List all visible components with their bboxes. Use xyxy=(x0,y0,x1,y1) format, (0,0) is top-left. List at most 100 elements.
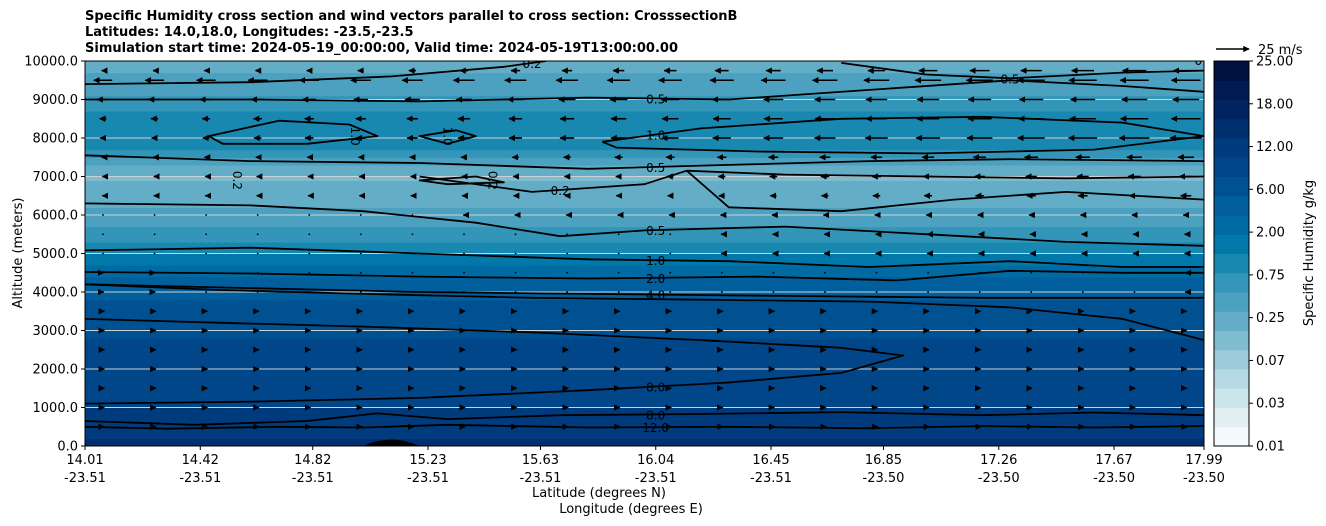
humidity-band xyxy=(85,272,1204,278)
humidity-band xyxy=(85,422,1204,428)
humidity-band xyxy=(85,318,1204,324)
contour-line xyxy=(841,62,1204,80)
wind-vector xyxy=(927,271,930,274)
terrain-peak xyxy=(363,439,420,446)
humidity-band xyxy=(85,338,1204,343)
wind-vector xyxy=(566,233,569,236)
wind-vector xyxy=(205,214,208,216)
humidity-band xyxy=(85,334,1204,339)
colorbar-band xyxy=(1214,157,1249,177)
contour-label: 1.0 xyxy=(646,254,665,268)
y-tick-label: 9000.0 xyxy=(33,93,79,108)
humidity-band xyxy=(85,103,1204,108)
title-line-2: Latitudes: 14.0,18.0, Longitudes: -23.5,… xyxy=(85,25,414,40)
humidity-band xyxy=(85,353,1204,359)
humidity-band xyxy=(85,361,1204,366)
humidity-band xyxy=(85,84,1204,89)
colorbar-band xyxy=(1214,426,1249,447)
humidity-band xyxy=(85,230,1204,235)
wind-vector xyxy=(153,252,156,255)
wind-vector xyxy=(514,291,517,293)
svg-text:8.0: 8.0 xyxy=(646,381,665,395)
wind-vector xyxy=(772,291,775,293)
wind-vector xyxy=(205,252,208,255)
humidity-band xyxy=(85,430,1204,436)
wind-vector xyxy=(256,252,259,255)
colorbar-label: Specific Humidity g/kg xyxy=(1302,180,1317,326)
colorbar-band xyxy=(1214,195,1249,216)
wind-vector xyxy=(359,233,362,236)
contour-label: 1.0 xyxy=(441,127,455,146)
wind-vector xyxy=(359,214,362,216)
x-tick-label-lon: -23.50 xyxy=(978,471,1020,486)
x-tick-label-lat: 17.26 xyxy=(980,453,1017,468)
contour-label: 0.2 xyxy=(486,171,500,190)
contour-label: 2.0 xyxy=(646,272,665,286)
colorbar-tick-label: 2.00 xyxy=(1256,226,1285,241)
contour-label: 4.0 xyxy=(646,289,665,303)
wind-vector xyxy=(411,233,414,236)
wind-vector xyxy=(308,214,311,216)
contour-label: 0.5 xyxy=(646,224,665,238)
wind-vector xyxy=(514,233,517,236)
contour-label: 0.5 xyxy=(646,161,665,175)
wind-vector xyxy=(824,291,826,293)
humidity-band xyxy=(85,195,1204,201)
x-tick-label-lat: 17.67 xyxy=(1095,453,1132,468)
wind-vector xyxy=(617,291,620,293)
svg-text:1.0: 1.0 xyxy=(646,254,665,268)
wind-vector xyxy=(1133,271,1136,274)
humidity-band xyxy=(85,122,1204,128)
humidity-band xyxy=(85,342,1204,347)
wind-vector xyxy=(308,271,311,274)
x-tick-label-lon: -23.50 xyxy=(863,471,905,486)
contour-label: 12.0 xyxy=(642,421,669,435)
humidity-band xyxy=(85,207,1204,212)
humidity-band xyxy=(85,176,1204,181)
humidity-band xyxy=(85,130,1204,135)
wind-vector xyxy=(617,233,620,236)
humidity-band xyxy=(85,184,1204,189)
closed-contour xyxy=(418,175,505,186)
wind-vector xyxy=(978,291,981,293)
y-axis: 0.0 1000.0 2000.0 3000.0 4000.0 5000.0 6000.0 7… xyxy=(24,55,85,455)
humidity-band xyxy=(85,307,1204,312)
contour-label: 0.5 xyxy=(1000,72,1019,86)
contour-line xyxy=(85,202,1204,247)
humidity-band xyxy=(85,268,1204,274)
humidity-band xyxy=(85,64,1204,70)
contour-label: 8.0 xyxy=(646,408,665,422)
wind-vector xyxy=(308,233,311,236)
gridlines xyxy=(85,99,1204,408)
x-tick-label-lon: -23.51 xyxy=(64,471,106,486)
svg-text:8.0: 8.0 xyxy=(646,408,665,422)
svg-text:0.5: 0.5 xyxy=(1000,72,1019,86)
colorbar-tick-label: 0.01 xyxy=(1256,440,1285,455)
humidity-band xyxy=(85,265,1204,270)
svg-text:0.2: 0.2 xyxy=(230,171,244,190)
colorbar-band xyxy=(1214,176,1249,197)
humidity-band xyxy=(85,357,1204,362)
wind-reference-key: 25 m/s xyxy=(1216,43,1303,58)
humidity-band xyxy=(85,365,1204,370)
x-tick-label-lon: -23.51 xyxy=(179,471,221,486)
wind-vector xyxy=(463,271,465,274)
humidity-band xyxy=(85,226,1204,231)
humidity-band xyxy=(85,303,1204,308)
humidity-band xyxy=(85,403,1204,409)
wind-vector xyxy=(875,291,878,293)
colorbar-tick-label: 0.03 xyxy=(1256,397,1285,412)
humidity-band xyxy=(85,114,1204,120)
wind-vector xyxy=(1133,291,1136,293)
humidity-band xyxy=(85,76,1204,81)
humidity-band xyxy=(85,99,1204,104)
svg-text:2.0: 2.0 xyxy=(646,272,665,286)
humidity-band xyxy=(85,118,1204,124)
humidity-band xyxy=(85,238,1204,243)
humidity-band xyxy=(85,107,1204,112)
contour-label: 0.5 xyxy=(1194,61,1204,68)
humidity-band xyxy=(85,188,1204,193)
wind-vector xyxy=(463,252,465,255)
wind-vector xyxy=(359,291,362,293)
